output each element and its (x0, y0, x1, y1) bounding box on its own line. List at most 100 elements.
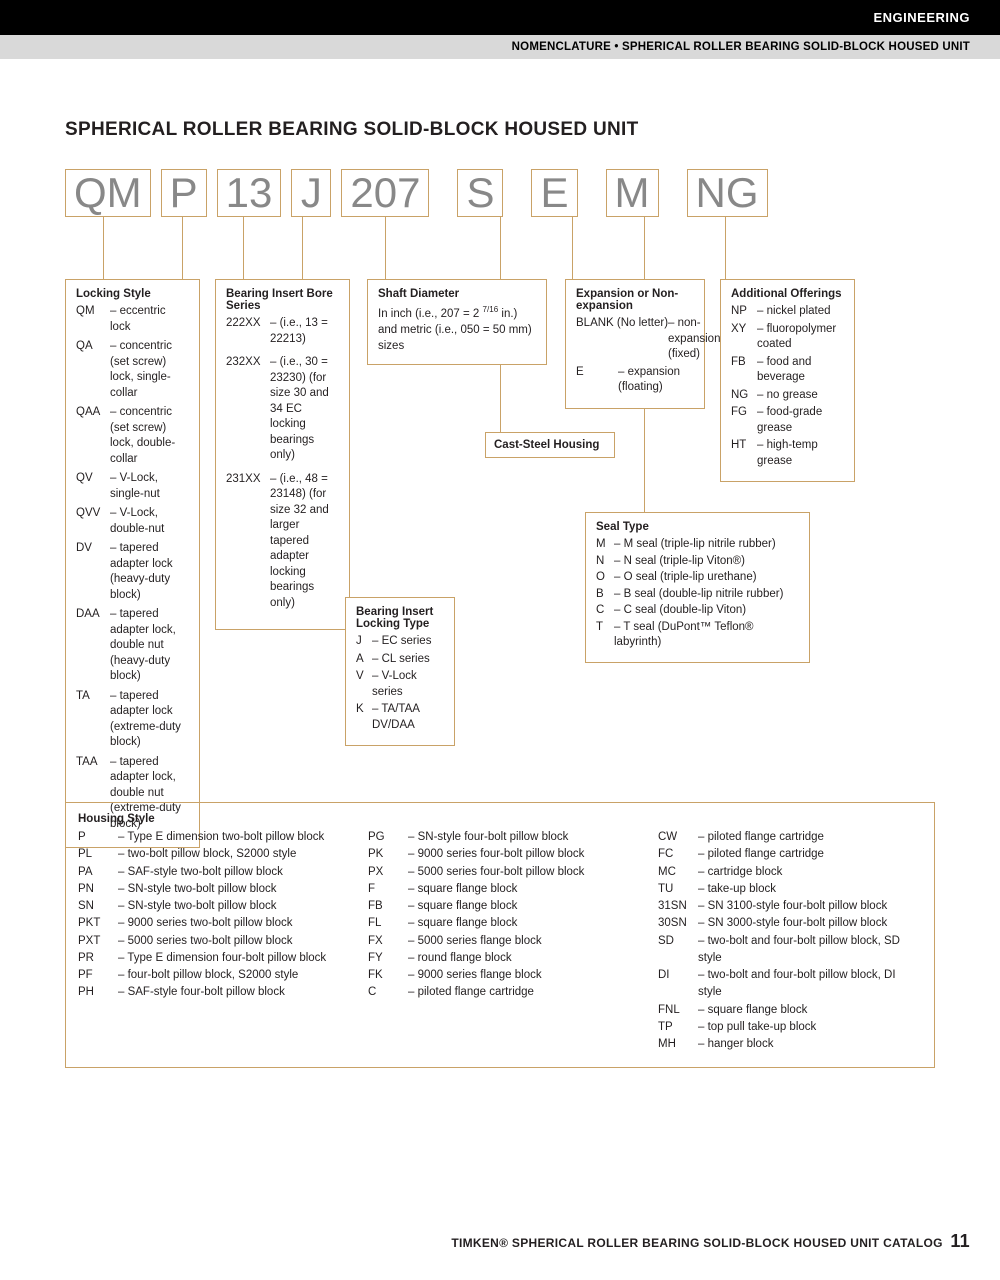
housing-text: two-bolt pillow block, S2000 style (118, 846, 296, 863)
definition-row: QAAconcentric (set screw) lock, double-c… (76, 405, 189, 467)
definition-row: QVVV-Lock, double-nut (76, 506, 189, 537)
housing-code: FK (368, 967, 408, 984)
housing-code: F (368, 881, 408, 898)
housing-text: piloted flange cartridge (698, 846, 824, 863)
definition-row: TT seal (DuPont™ Teflon® labyrinth) (596, 620, 799, 651)
definition-row: VV-Lock series (356, 669, 444, 700)
housing-row: CWpiloted flange cartridge (658, 829, 922, 846)
housing-text: SAF-style two-bolt pillow block (118, 864, 283, 881)
housing-row: FBsquare flange block (368, 898, 632, 915)
housing-text: top pull take-up block (698, 1019, 816, 1036)
definition-row: JEC series (356, 634, 444, 650)
housing-text: 9000 series flange block (408, 967, 542, 984)
definition-row: NPnickel plated (731, 304, 844, 320)
housing-code: FC (658, 846, 698, 863)
housing-row: Cpiloted flange cartridge (368, 984, 632, 1001)
housing-style-title: Housing Style (78, 813, 922, 825)
definition-row: HThigh-temp grease (731, 438, 844, 469)
shaft-diameter-text: In inch (i.e., 207 = 2 7/16 in.) and met… (378, 304, 536, 354)
definition-code: QV (76, 471, 110, 502)
housing-row: FK9000 series flange block (368, 967, 632, 984)
housing-text: 9000 series four-bolt pillow block (408, 846, 584, 863)
housing-text: SN-style two-bolt pillow block (118, 898, 277, 915)
housing-row: SDtwo-bolt and four-bolt pillow block, S… (658, 933, 922, 968)
housing-code: PR (78, 950, 118, 967)
housing-code: TU (658, 881, 698, 898)
definition-row: QAconcentric (set screw) lock, single-co… (76, 339, 189, 401)
definition-text: EC series (372, 634, 444, 650)
housing-col-2: PGSN-style four-bolt pillow blockPK9000 … (368, 829, 632, 1053)
code-m: M (606, 169, 659, 217)
housing-text: take-up block (698, 881, 776, 898)
definition-text: eccentric lock (110, 304, 189, 335)
definition-code: XY (731, 322, 757, 353)
housing-row: DItwo-bolt and four-bolt pillow block, D… (658, 967, 922, 1002)
code-ng: NG (687, 169, 768, 217)
definition-code: FG (731, 405, 757, 436)
housing-row: PGSN-style four-bolt pillow block (368, 829, 632, 846)
housing-code: FY (368, 950, 408, 967)
cast-steel-box: Cast-Steel Housing (485, 432, 615, 458)
housing-text: two-bolt and four-bolt pillow block, SD … (698, 933, 922, 968)
definition-code: 231XX (226, 472, 270, 612)
housing-text: square flange block (408, 915, 517, 932)
definition-row: Eexpansion (floating) (576, 365, 694, 396)
definition-code: FB (731, 355, 757, 386)
housing-code: DI (658, 967, 698, 1002)
housing-text: 5000 series two-bolt pillow block (118, 933, 293, 950)
definition-code: QM (76, 304, 110, 335)
housing-row: PFfour-bolt pillow block, S2000 style (78, 967, 342, 984)
housing-row: PK9000 series four-bolt pillow block (368, 846, 632, 863)
definition-row: QVV-Lock, single-nut (76, 471, 189, 502)
housing-code: PKT (78, 915, 118, 932)
definition-code: HT (731, 438, 757, 469)
housing-row: MCcartridge block (658, 864, 922, 881)
housing-code: MH (658, 1036, 698, 1053)
housing-code: SD (658, 933, 698, 968)
definition-row: NGno grease (731, 388, 844, 404)
definition-text: TA/TAA DV/DAA (372, 702, 444, 733)
seal-type-title: Seal Type (596, 521, 799, 533)
code-207: 207 (341, 169, 429, 217)
definition-row: BLANK (No letter)non-expansion (fixed) (576, 316, 694, 363)
definition-text: O seal (triple-lip urethane) (614, 570, 799, 586)
housing-code: PF (78, 967, 118, 984)
expansion-title: Expansion or Non-expansion (576, 288, 694, 312)
housing-row: FYround flange block (368, 950, 632, 967)
definition-code: E (576, 365, 618, 396)
definition-text: (i.e., 30 = 23230) (for size 30 and 34 E… (270, 355, 339, 464)
page-footer: TIMKEN® SPHERICAL ROLLER BEARING SOLID-B… (451, 1231, 970, 1252)
definition-row: KTA/TAA DV/DAA (356, 702, 444, 733)
definition-code: B (596, 587, 614, 603)
definition-code: QVV (76, 506, 110, 537)
housing-text: four-bolt pillow block, S2000 style (118, 967, 298, 984)
housing-text: SN 3100-style four-bolt pillow block (698, 898, 887, 915)
definition-text: no grease (757, 388, 844, 404)
code-p: P (161, 169, 207, 217)
housing-code: FNL (658, 1002, 698, 1019)
definition-text: concentric (set screw) lock, double-coll… (110, 405, 189, 467)
page-title: SPHERICAL ROLLER BEARING SOLID-BLOCK HOU… (65, 119, 935, 141)
definition-code: QAA (76, 405, 110, 467)
definition-text: fluoropolymer coated (757, 322, 844, 353)
housing-code: PG (368, 829, 408, 846)
definition-row: QMeccentric lock (76, 304, 189, 335)
definition-code: O (596, 570, 614, 586)
definition-row: CC seal (double-lip Viton) (596, 603, 799, 619)
lock-type-box: Bearing Insert Locking Type JEC seriesAC… (345, 597, 455, 746)
nomenclature-code-row: QM P 13 J 207 S E M NG (65, 169, 935, 217)
definition-text: V-Lock, single-nut (110, 471, 189, 502)
definition-code: C (596, 603, 614, 619)
housing-text: hanger block (698, 1036, 773, 1053)
housing-text: SN-style two-bolt pillow block (118, 881, 277, 898)
housing-code: SN (78, 898, 118, 915)
definition-row: 222XX(i.e., 13 = 22213) (226, 316, 339, 347)
definition-code: NG (731, 388, 757, 404)
housing-text: SN-style four-bolt pillow block (408, 829, 568, 846)
definition-text: C seal (double-lip Viton) (614, 603, 799, 619)
definition-row: BB seal (double-lip nitrile rubber) (596, 587, 799, 603)
definition-text: food-grade grease (757, 405, 844, 436)
housing-text: cartridge block (698, 864, 782, 881)
definition-text: tapered adapter lock, double nut (heavy-… (110, 607, 189, 685)
housing-code: PXT (78, 933, 118, 950)
